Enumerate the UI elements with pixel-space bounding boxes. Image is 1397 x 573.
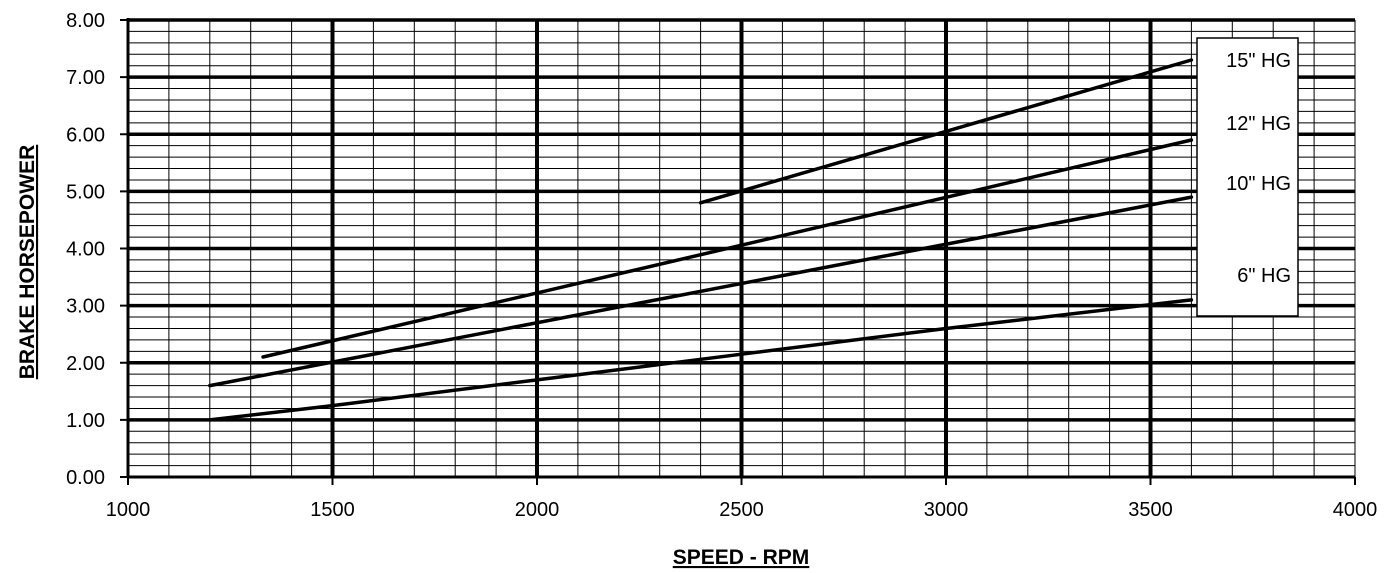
x-tick-label: 2000 [515, 499, 560, 521]
series-line [208, 298, 1194, 422]
y-tick-label: 2.00 [66, 353, 105, 375]
x-tick-label: 3500 [1128, 499, 1173, 521]
x-tick-label: 1500 [310, 499, 355, 521]
y-tick-label: 4.00 [66, 239, 105, 261]
legend-box: 15" HG 12" HG 10" HG 6" HG [1196, 37, 1299, 317]
y-tick-label: 5.00 [66, 181, 105, 203]
series-label: 10" HG [1226, 173, 1291, 195]
x-tick-label: 4000 [1333, 499, 1378, 521]
y-tick-label: 7.00 [66, 67, 105, 89]
x-axis-title: SPEED - RPM [673, 546, 810, 569]
series-line [698, 58, 1194, 205]
x-tick-label: 3000 [924, 499, 969, 521]
y-tick-label: 3.00 [66, 296, 105, 318]
series-line [208, 195, 1194, 388]
y-tick-labels: 0.00 1.00 2.00 3.00 4.00 5.00 6.00 7.00 8.00 [66, 10, 105, 489]
x-tick-labels: 1000 1500 2000 2500 3000 3500 4000 [106, 499, 1378, 521]
series-lines [208, 58, 1194, 422]
x-tick-label: 2500 [719, 499, 764, 521]
series-label: 12" HG [1226, 113, 1291, 135]
y-tick-label: 0.00 [66, 467, 105, 489]
series-line [261, 138, 1194, 359]
y-axis-title: BRAKE HORSEPOWER [16, 145, 39, 380]
series-label: 6" HG [1237, 265, 1291, 287]
axes [120, 18, 1356, 485]
legend-frame [1196, 37, 1299, 317]
y-tick-label: 1.00 [66, 410, 105, 432]
x-tick-label: 1000 [106, 499, 151, 521]
series-label: 15" HG [1226, 50, 1291, 72]
y-tick-label: 8.00 [66, 10, 105, 32]
y-tick-label: 6.00 [66, 124, 105, 146]
